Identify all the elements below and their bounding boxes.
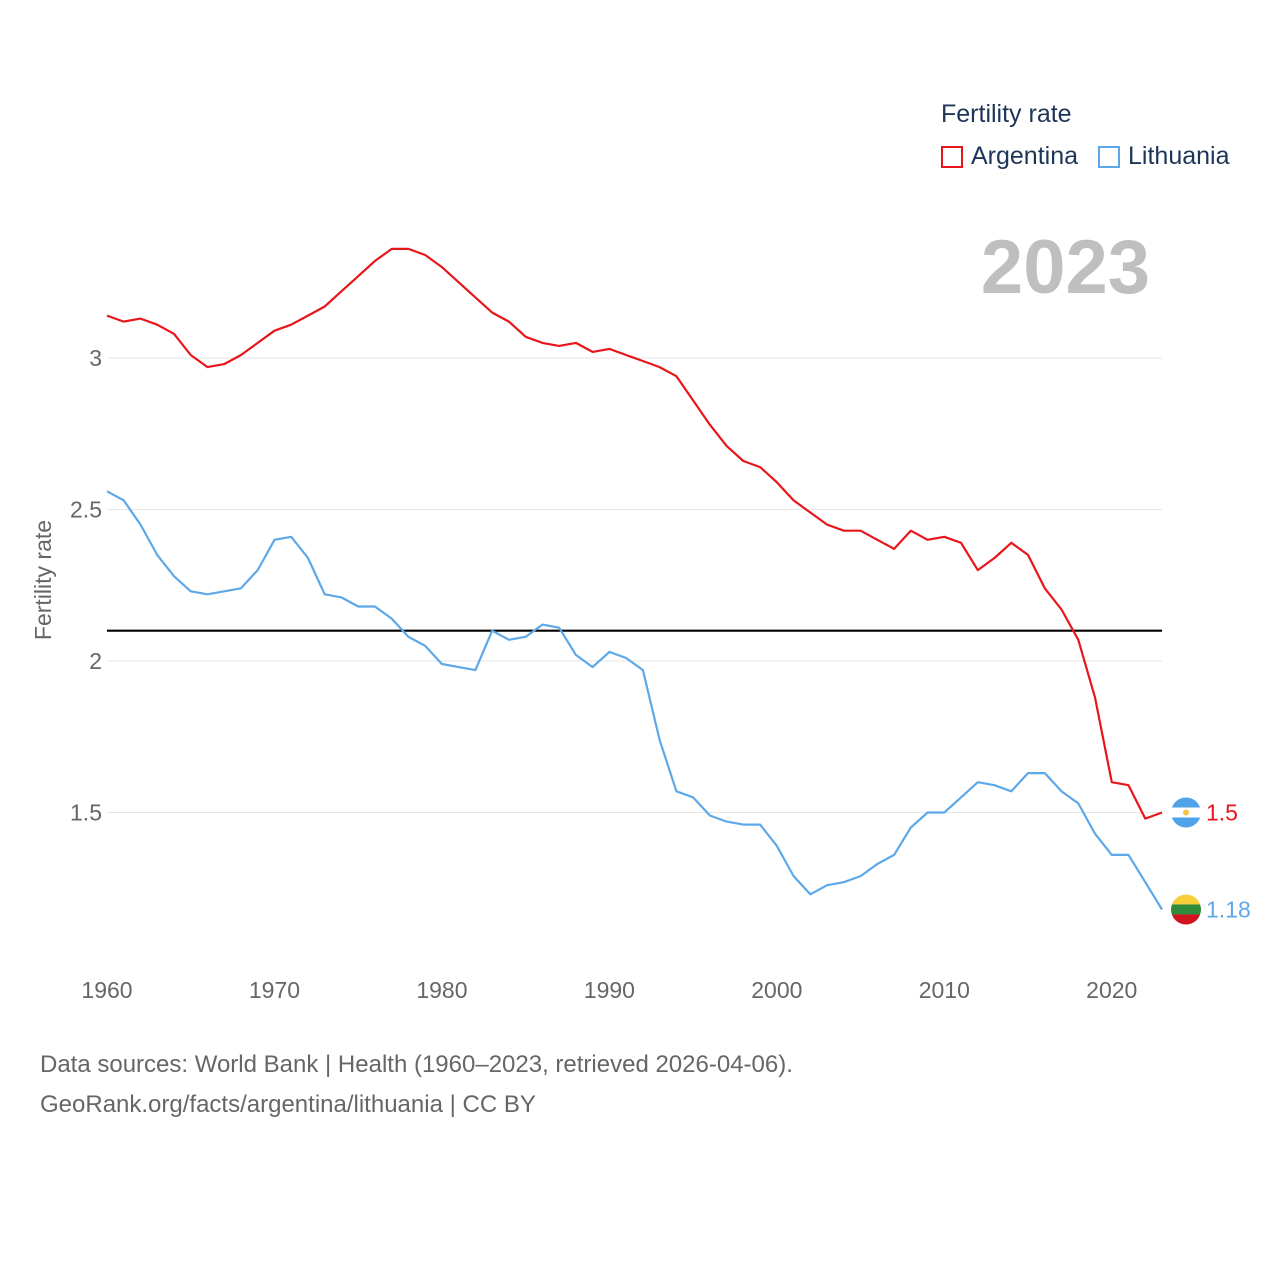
legend-swatch-lithuania [1098,145,1121,168]
legend: Argentina Lithuania [941,142,1250,171]
x-tick-label: 1970 [249,977,300,1003]
y-tick-label: 3 [89,345,102,371]
legend-item-lithuania[interactable]: Lithuania [1098,142,1230,171]
legend-item-argentina[interactable]: Argentina [941,142,1078,171]
current-year-label: 2023 [980,225,1150,310]
x-tick-label: 1990 [584,977,635,1003]
x-tick-label: 1980 [416,977,467,1003]
source-note: Data sources: World Bank | Health (1960–… [40,1045,793,1125]
legend-title: Fertility rate [941,100,1072,128]
x-tick-label: 2020 [1086,977,1137,1003]
source-line-1: Data sources: World Bank | Health (1960–… [40,1051,793,1078]
x-tick-label: 2010 [919,977,970,1003]
end-value-label-lithuania: 1.18 [1206,896,1251,922]
legend-label-lithuania: Lithuania [1128,142,1230,170]
y-tick-label: 2.5 [70,497,102,523]
legend-swatch-argentina [941,145,963,168]
y-axis-label: Fertility rate [30,520,56,640]
line-chart: 1.5 2 2.5 3 1960 1970 1980 1990 2000 2010 2020 Fert… [30,247,1251,1003]
series-line-argentina [106,247,1163,820]
legend-label-argentina: Argentina [971,142,1079,170]
x-tick-label: 2000 [751,977,802,1003]
source-line-2: GeoRank.org/facts/argentina/lithuania | … [40,1091,536,1118]
argentina-flag-icon [1171,797,1201,828]
x-tick-label: 1960 [81,977,132,1003]
y-tick-label: 1.5 [70,800,102,826]
series-line-lithuania [106,490,1163,911]
y-tick-label: 2 [89,648,102,674]
lithuania-flag-icon [1171,894,1201,925]
end-value-label-argentina: 1.5 [1206,800,1238,826]
